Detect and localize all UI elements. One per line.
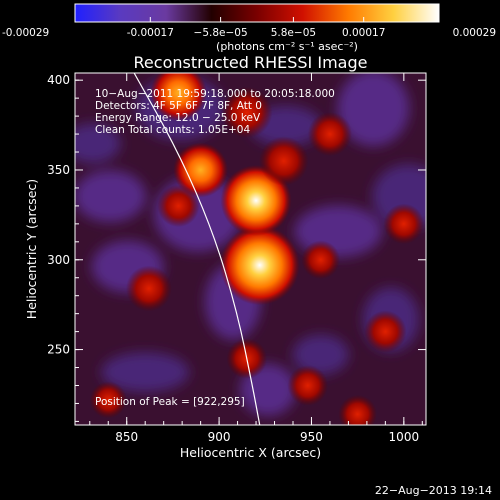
colorbar-tick-label: -0.00029 <box>2 27 49 39</box>
colorbar-tick-label: 0.00017 <box>342 27 385 39</box>
emission-source <box>287 365 329 406</box>
background-patch <box>75 123 121 164</box>
emission-source <box>125 265 172 312</box>
background-patch <box>292 334 349 375</box>
y-tick-label: 400 <box>47 73 70 87</box>
y-axis-label: Heliocentric Y (arcsec) <box>24 179 39 319</box>
background-patch <box>337 73 410 147</box>
annotation-line: Energy Range: 12.0 − 25.0 keV <box>95 112 261 124</box>
plot-area: 850 900 950 1000 250 300 350 400 10−Aug−2011 1… <box>47 72 427 444</box>
annotation-line: Clean Total counts: 1.05E+04 <box>95 124 250 136</box>
x-tick-label: 1000 <box>389 430 420 444</box>
x-axis-label: Heliocentric X (arcsec) <box>180 445 321 460</box>
chart-title: Reconstructed RHESSI Image <box>134 53 368 72</box>
annotation-line: Detectors: 4F 5F 6F 7F 8F, Att 0 <box>95 100 262 112</box>
emission-source <box>221 86 273 139</box>
emission-source <box>301 240 341 280</box>
solar-limb-curve <box>133 73 261 425</box>
colorbar-tick-label: −5.8e−05 <box>194 27 248 39</box>
y-tick-label: 350 <box>47 163 70 177</box>
footer-date: 22−Aug−2013 19:14 <box>374 484 492 497</box>
colorbar-tick-label: 5.8e−05 <box>271 27 316 39</box>
x-tick-label: 850 <box>115 430 138 444</box>
colorbar-tick-label: -0.00017 <box>127 27 174 39</box>
peak-position-label: Position of Peak = [922,295] <box>95 396 245 408</box>
y-tick-label: 250 <box>47 343 70 357</box>
y-tick-label: 300 <box>47 253 70 267</box>
emission-source <box>150 73 207 122</box>
emission-source <box>383 203 425 245</box>
emission-source <box>338 394 378 425</box>
background-patch <box>75 170 147 223</box>
x-tick-label: 950 <box>300 430 323 444</box>
emission-source <box>157 184 200 228</box>
colorbar-gradient <box>74 3 440 23</box>
emission-source <box>173 142 229 198</box>
colorbar-unit-label: (photons cm⁻² s⁻¹ asec⁻²) <box>216 40 358 53</box>
emission-source <box>364 310 407 353</box>
emission-source <box>258 136 309 186</box>
x-tick-label: 900 <box>208 430 231 444</box>
colorbar: -0.00029 -0.00017 −5.8e−05 5.8e−05 0.00017 0.… <box>2 3 496 53</box>
heatmap-layer <box>75 73 426 425</box>
emission-source <box>307 111 353 157</box>
plot-frame <box>74 72 427 426</box>
emission-source <box>219 225 300 306</box>
annotation-line: 10−Aug−2011 19:59:18.000 to 20:05:18.000 <box>95 88 335 100</box>
emission-source <box>89 381 127 419</box>
background-patch <box>101 352 190 393</box>
colorbar-tick-label: 0.00029 <box>453 27 496 39</box>
